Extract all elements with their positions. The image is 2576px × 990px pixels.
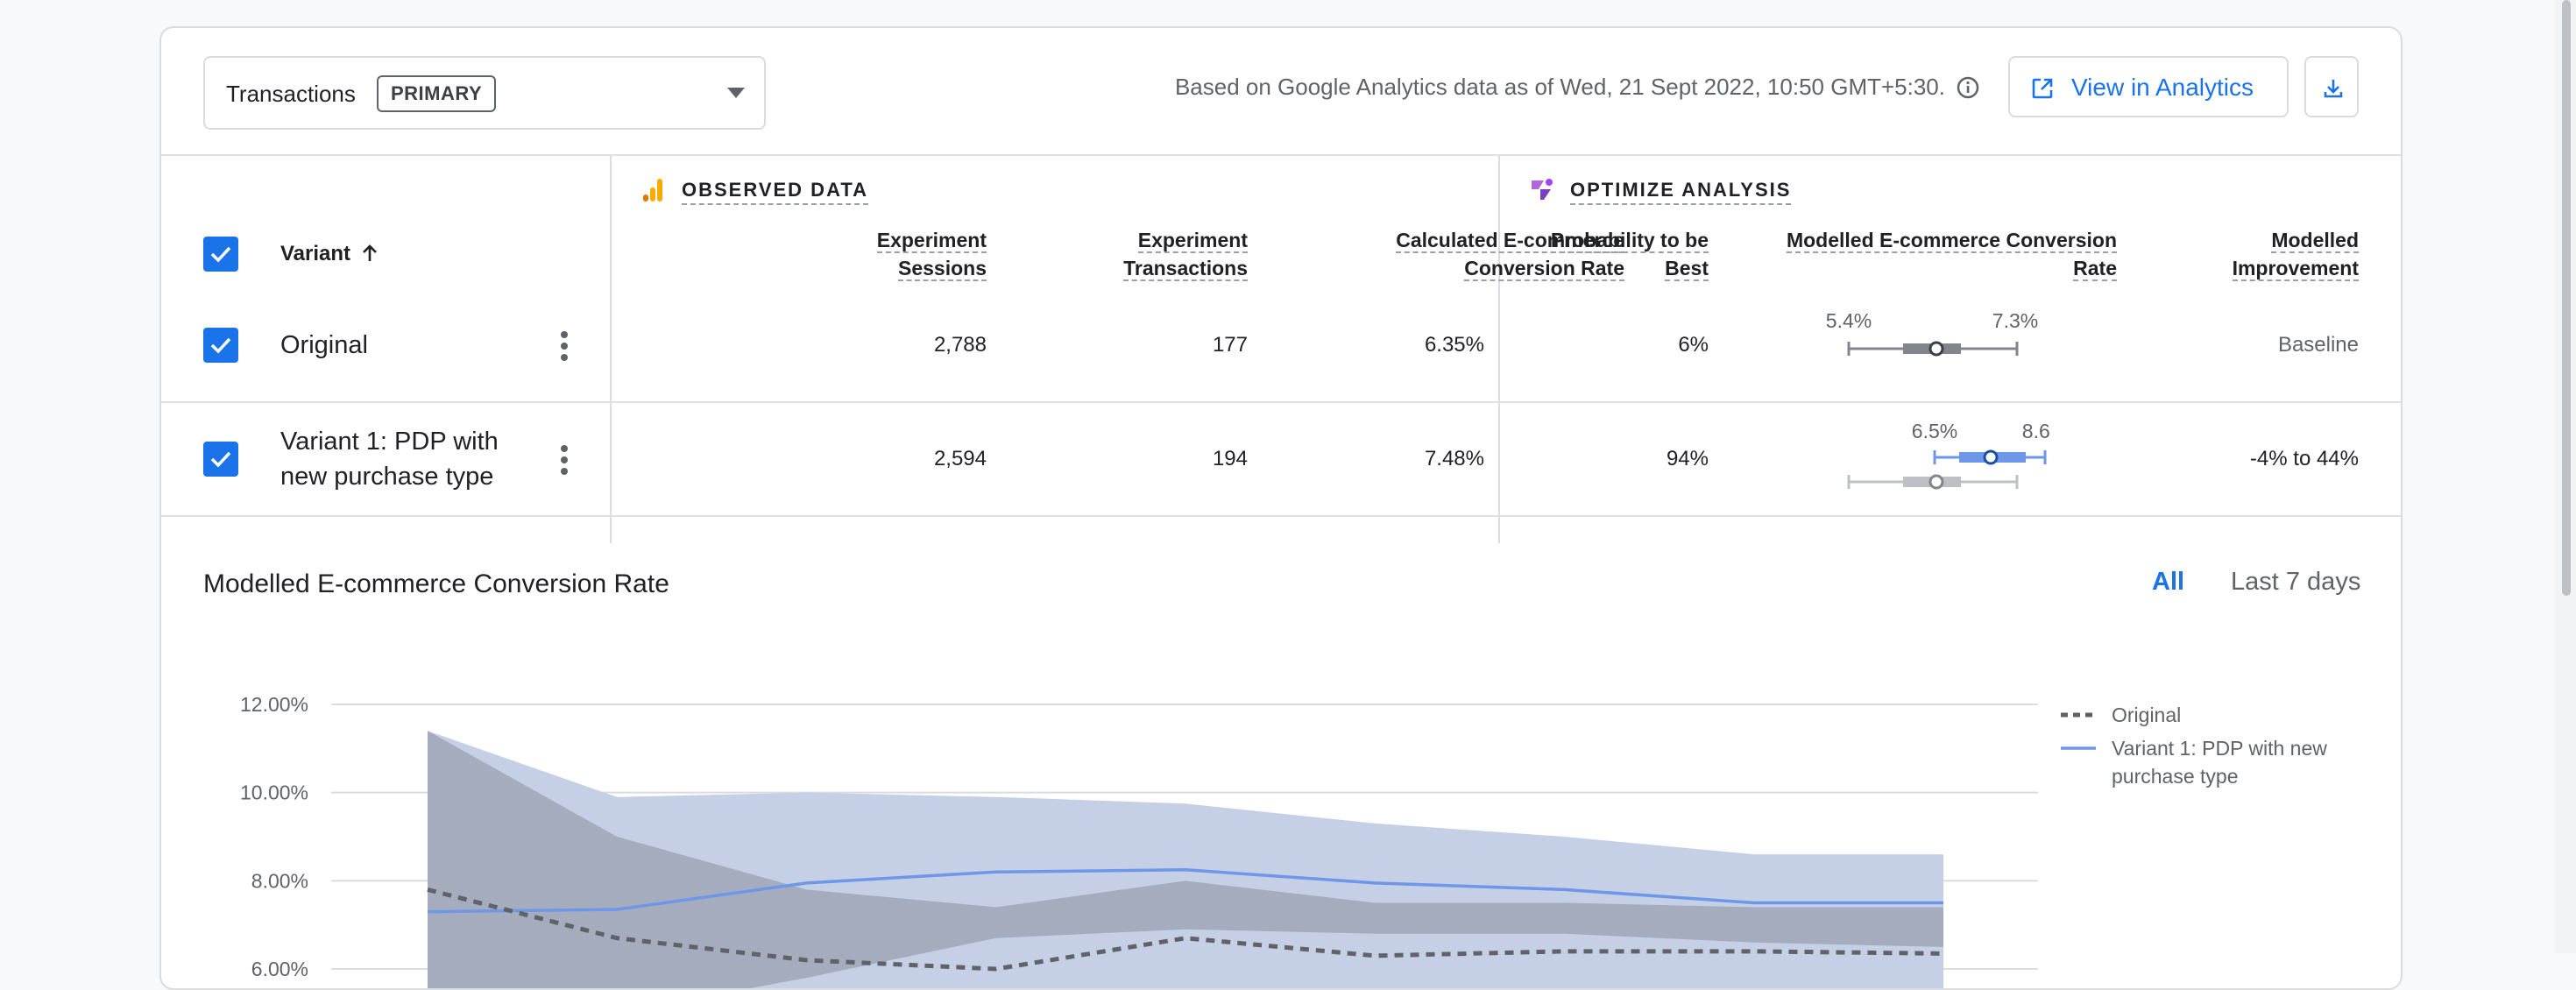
ci-low-label: 6.5%	[1912, 420, 1957, 442]
conversion-rate-value: 6.35%	[1424, 333, 1484, 357]
open-in-new-icon	[2032, 78, 2053, 99]
conversion-rate-chart: 12.00% 10.00% 8.00% 6.00% Original Variant 1:…	[240, 693, 2327, 988]
table-bottom-divider	[161, 515, 2401, 517]
improvement-header-line1: Modelled	[2271, 229, 2359, 253]
interval-plot-variant-1: 6.5% 8.6%	[1847, 420, 2050, 490]
transactions-value: 177	[1212, 333, 1248, 357]
y-tick-label: 10.00%	[240, 781, 308, 804]
interval-plot-original: 5.4% 7.3%	[1826, 309, 2038, 357]
optimize-analysis-title: OPTIMIZE ANALYSIS	[1570, 179, 1792, 205]
sessions-value: 2,594	[933, 447, 987, 470]
modelled-rate-header-line1: Modelled E-commerce Conversion	[1786, 229, 2117, 253]
view-in-analytics-label: View in Analytics	[2071, 74, 2254, 101]
row-checkbox-original[interactable]	[203, 328, 238, 363]
objective-label: Transactions	[226, 81, 356, 107]
conv-rate-header-line2: Conversion Rate	[1464, 257, 1624, 281]
probability-best-value: 94%	[1666, 447, 1709, 470]
sessions-header-line1: Experiment	[876, 229, 987, 253]
conversion-rate-value: 7.48%	[1424, 447, 1484, 470]
download-icon	[2324, 80, 2343, 98]
optimize-divider	[1498, 156, 1500, 543]
original-series-line	[427, 887, 1944, 972]
sessions-header-line2: Sessions	[898, 257, 987, 281]
variant-column-header[interactable]: Variant	[280, 242, 379, 266]
chevron-down-icon	[727, 88, 745, 98]
observed-data-title: OBSERVED DATA	[682, 179, 869, 205]
transactions-header-line2: Transactions	[1123, 257, 1248, 281]
optimize-icon	[1532, 179, 1553, 200]
more-vert-icon[interactable]	[561, 331, 568, 365]
modelled-rate-header-line2: Rate	[2073, 257, 2117, 281]
row-checkbox-variant-1[interactable]	[203, 442, 238, 477]
improvement-column-header[interactable]: Modelled Improvement	[2166, 226, 2359, 282]
check-icon	[210, 451, 231, 468]
transactions-header-line1: Experiment	[1137, 229, 1248, 253]
legend-label-variant-1-line2: purchase type	[2112, 765, 2238, 788]
select-all-checkbox[interactable]	[203, 237, 238, 272]
y-tick-label: 8.00%	[251, 869, 308, 892]
y-tick-label: 6.00%	[251, 958, 308, 980]
data-freshness-note: Based on Google Analytics data as of Wed…	[1174, 74, 1945, 100]
variant-1-series-line	[427, 867, 1943, 914]
improvement-header-line2: Improvement	[2232, 257, 2359, 281]
view-in-analytics-button[interactable]: View in Analytics	[2008, 56, 2289, 117]
check-icon	[210, 246, 231, 263]
probability-best-column-header[interactable]: Probability to be Best	[1498, 226, 1709, 282]
row-divider	[161, 401, 2401, 403]
transactions-value: 194	[1212, 447, 1248, 470]
analytics-icon	[643, 179, 662, 202]
variant-name-line1: Variant 1: PDP with	[280, 428, 499, 456]
scrollbar-thumb[interactable]	[2562, 0, 2571, 596]
sessions-value: 2,788	[933, 333, 987, 357]
variant-name-original: Original	[280, 331, 368, 359]
improvement-value: Baseline	[2277, 333, 2359, 357]
header-divider	[161, 154, 2401, 156]
variant-header-label: Variant	[280, 242, 351, 265]
more-vert-icon[interactable]	[561, 445, 568, 479]
range-last-7-days-button[interactable]: Last 7 days	[2231, 568, 2361, 596]
original-confidence-band	[428, 731, 1943, 988]
range-all-button[interactable]: All	[2152, 568, 2185, 596]
ci-high-label: 8.6%	[2022, 420, 2050, 442]
conversion-rate-column-header[interactable]: Calculated E-commerce Conversion Rate	[1309, 226, 1624, 282]
primary-badge: PRIMARY	[377, 75, 497, 112]
conv-rate-header-line1: Calculated E-commerce	[1396, 229, 1624, 253]
sessions-column-header[interactable]: Experiment Sessions	[759, 226, 987, 282]
chart-title: Modelled E-commerce Conversion Rate	[203, 569, 669, 598]
transactions-column-header[interactable]: Experiment Transactions	[1020, 226, 1248, 282]
info-icon[interactable]	[1956, 75, 1980, 100]
modelled-rate-column-header[interactable]: Modelled E-commerce Conversion Rate	[1749, 226, 2117, 282]
y-tick-label: 12.00%	[240, 693, 308, 716]
observed-divider	[610, 156, 612, 543]
legend-label-variant-1-line1: Variant 1: PDP with new	[2112, 737, 2327, 760]
probability-best-value: 6%	[1678, 333, 1709, 357]
variant-name-line2: new purchase type	[280, 463, 494, 491]
arrow-up-icon	[362, 244, 377, 261]
download-button[interactable]	[2304, 56, 2359, 117]
improvement-value: -4% to 44%	[2249, 447, 2359, 470]
prob-best-header-line2: Best	[1665, 257, 1709, 281]
legend-label-original: Original	[2112, 704, 2181, 726]
page-scrollbar[interactable]	[2555, 0, 2576, 953]
ci-low-label: 5.4%	[1826, 309, 1872, 332]
objective-selector[interactable]: Transactions PRIMARY	[203, 56, 766, 130]
ci-high-label: 7.3%	[1992, 309, 2038, 332]
prob-best-header-line1: Probability to be	[1550, 229, 1709, 253]
variant-name-variant-1: Variant 1: PDP with new purchase type	[280, 424, 499, 494]
check-icon	[210, 337, 231, 354]
experiment-report-card: Transactions PRIMARY Based on Google Ana…	[159, 26, 2403, 990]
